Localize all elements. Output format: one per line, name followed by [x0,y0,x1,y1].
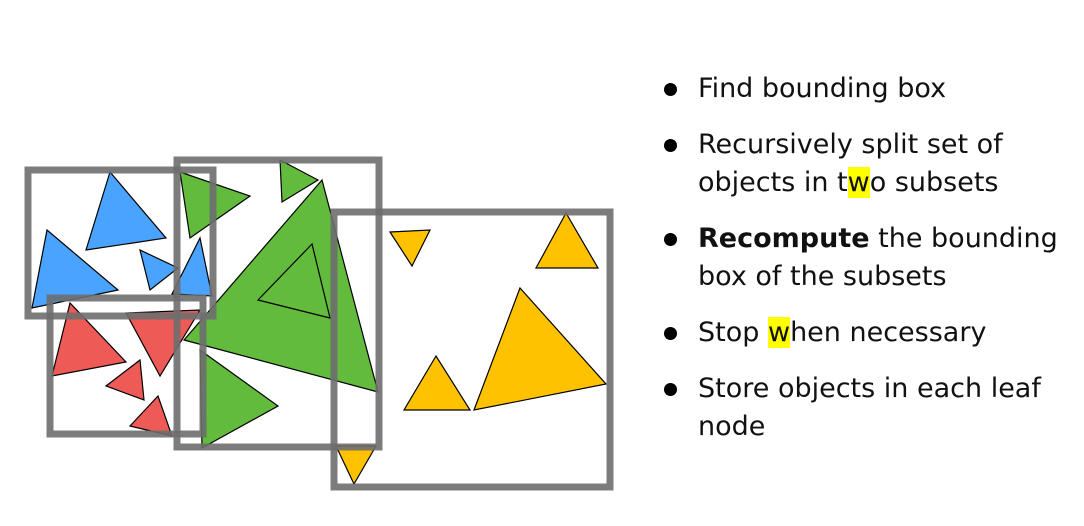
bounding-box-green [173,156,383,451]
bullet-dot-icon [664,83,677,96]
green-triangle-large [182,178,379,393]
yellow-triangle [402,354,472,411]
bullet-item: Stop when necessary [660,314,1080,352]
bounding-box-blue [24,166,217,320]
bold-text: Recompute [698,223,870,254]
red-triangle [104,358,145,401]
bvh-diagram [24,156,614,491]
bullet-item: Recursively split set of objects in two … [660,126,1080,202]
yellow-triangle [534,211,600,269]
bullet-dot-icon [664,383,677,396]
blue-triangles [31,170,213,309]
bullet-text: hen necessary [790,317,987,348]
blue-triangle [85,170,168,251]
blue-triangle [139,248,180,292]
bullet-dot-icon [664,327,677,340]
green-triangles [179,158,379,450]
red-triangle [51,301,128,377]
bounding-box-yellow [330,208,614,491]
bounding-boxes [24,156,614,491]
bullet-text: o subsets [869,167,999,198]
green-triangle [279,158,320,204]
bullet-list: Find bounding box Recursively split set o… [660,70,1080,464]
bullet-item: Recompute the bounding box of the subset… [660,220,1080,296]
bullet-dot-icon [664,233,677,246]
yellow-triangle-large [473,286,608,411]
bullet-item: Store objects in each leaf node [660,370,1080,446]
red-triangles [51,301,202,437]
bullet-text: the bounding box of the subsets [698,223,1058,292]
bullet-item: Find bounding box [660,70,1080,108]
bullet-text: Store objects in each leaf node [698,373,1041,442]
green-triangle-outline [256,242,331,319]
yellow-triangles [335,211,608,486]
red-triangle [128,394,173,437]
green-triangle [199,348,280,450]
bullet-text: Stop [698,317,768,348]
highlighted-text: w [767,317,791,348]
bullet-text: Find bounding box [698,73,947,104]
yellow-triangle [335,445,378,486]
highlighted-text: w [847,167,870,198]
bullet-text: Recursively split set of objects in t [698,129,1003,198]
bounding-box-red [46,294,207,438]
yellow-triangle [388,229,431,268]
bullet-dot-icon [664,139,677,152]
